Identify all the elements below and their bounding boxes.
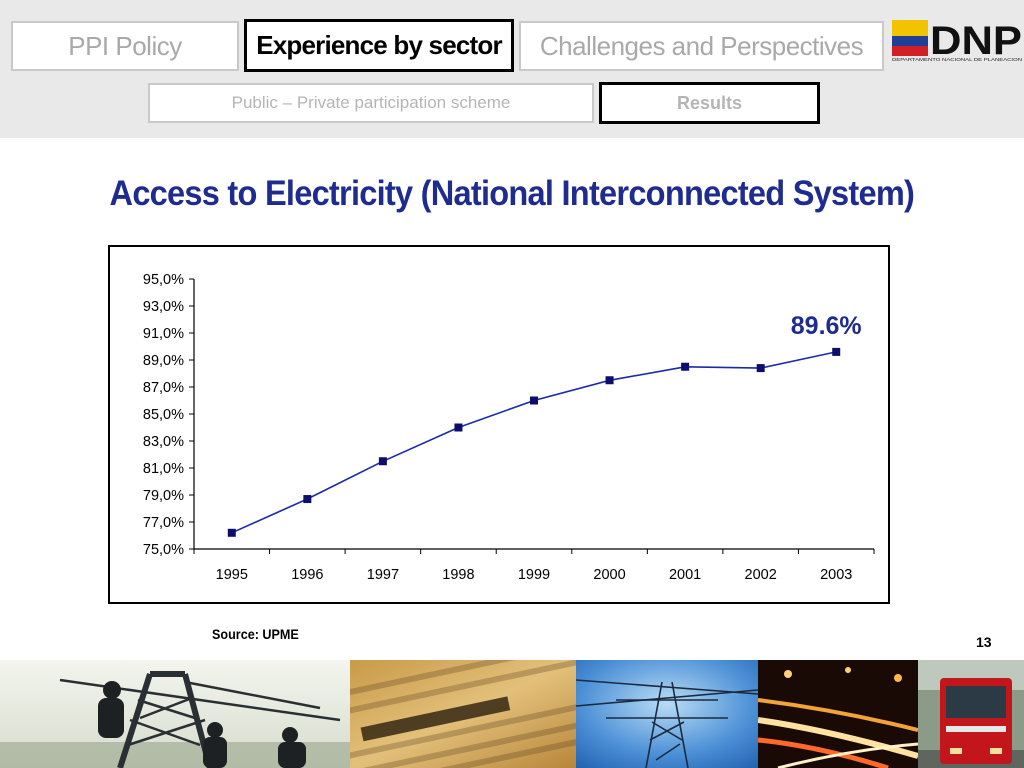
photo-transmission-tower	[576, 660, 758, 768]
photo-power-workers	[0, 660, 350, 768]
red-bus-image	[918, 660, 1024, 768]
y-tick-label: 81,0%	[143, 461, 184, 477]
series-line	[231, 351, 837, 534]
chart-frame: 75,0% 77,0% 79,0% 81,0% 83,0% 85,0% 87,0% 89,0%…	[108, 245, 890, 604]
photo-red-bus	[918, 660, 1024, 768]
tab-public-private-participation[interactable]: Public – Private participation scheme	[148, 83, 594, 123]
access-chart: 75,0% 77,0% 79,0% 81,0% 83,0% 85,0% 87,0% 89,0%…	[143, 272, 875, 583]
data-point-marker	[832, 347, 841, 356]
x-tick-label: 1995	[216, 567, 248, 583]
data-point-marker	[756, 364, 765, 373]
logo-text: DNP	[930, 19, 1022, 62]
x-tick-label: 2001	[669, 567, 701, 583]
logo-subtext: DEPARTAMENTO NACIONAL DE PLANEACION	[892, 57, 1022, 62]
y-tick-label: 77,0%	[143, 515, 184, 531]
transmission-tower-image	[576, 660, 758, 768]
y-tick-label: 83,0%	[143, 434, 184, 450]
y-tick-label: 85,0%	[143, 407, 184, 423]
y-tick-label: 95,0%	[143, 272, 184, 288]
y-tick-label: 79,0%	[143, 488, 184, 504]
flag-stripe-yellow	[892, 20, 928, 36]
data-point-marker	[227, 528, 236, 537]
photo-strip	[0, 660, 1024, 768]
data-point-marker	[378, 457, 387, 466]
photo-dictionary	[350, 660, 576, 768]
data-point-marker	[605, 376, 614, 385]
tab-results[interactable]: Results	[599, 82, 820, 124]
dnp-logo-graphic: DNP DEPARTAMENTO NACIONAL DE PLANEACION	[892, 19, 1022, 63]
source-note: Source: UPME	[212, 626, 299, 642]
y-tick-label: 91,0%	[143, 326, 184, 342]
series-markers	[227, 347, 841, 537]
data-point-marker	[530, 396, 538, 405]
data-point-marker	[303, 495, 312, 504]
x-tick-label: 2000	[593, 567, 625, 583]
page-title: Access to Electricity (National Intercon…	[109, 174, 915, 213]
x-tick-label: 2003	[820, 567, 852, 583]
data-point-marker	[454, 423, 463, 432]
dnp-logo: DNP DEPARTAMENTO NACIONAL DE PLANEACION	[890, 18, 1024, 63]
y-tick-label: 93,0%	[143, 299, 184, 315]
y-tick-label: 75,0%	[143, 542, 184, 558]
x-tick-label: 1998	[442, 567, 474, 583]
x-tick-label: 1997	[367, 567, 399, 583]
page-number: 13	[976, 634, 992, 650]
tab-challenges-and-perspectives[interactable]: Challenges and Perspectives	[519, 21, 884, 71]
dictionary-image	[350, 660, 576, 768]
x-tick-label: 1999	[518, 567, 550, 583]
tab-experience-by-sector[interactable]: Experience by sector	[244, 19, 514, 72]
y-axis: 75,0% 77,0% 79,0% 81,0% 83,0% 85,0% 87,0% 89,0%…	[143, 272, 195, 558]
x-axis: 1995 1996 1997 1998 1999 2000 2001 2002 2003	[193, 548, 875, 583]
flag-stripe-blue	[892, 36, 928, 46]
x-tick-label: 2002	[745, 567, 777, 583]
y-tick-label: 87,0%	[143, 380, 184, 396]
tab-ppi-policy[interactable]: PPI Policy	[11, 21, 239, 71]
y-tick-label: 89,0%	[143, 353, 184, 369]
data-point-marker	[681, 362, 690, 371]
photo-light-trails	[758, 660, 918, 768]
power-workers-image	[0, 660, 350, 768]
flag-stripe-red	[892, 46, 928, 56]
x-tick-label: 1996	[291, 567, 323, 583]
annotation-label: 89.6%	[791, 312, 862, 340]
light-trails-image	[758, 660, 918, 768]
